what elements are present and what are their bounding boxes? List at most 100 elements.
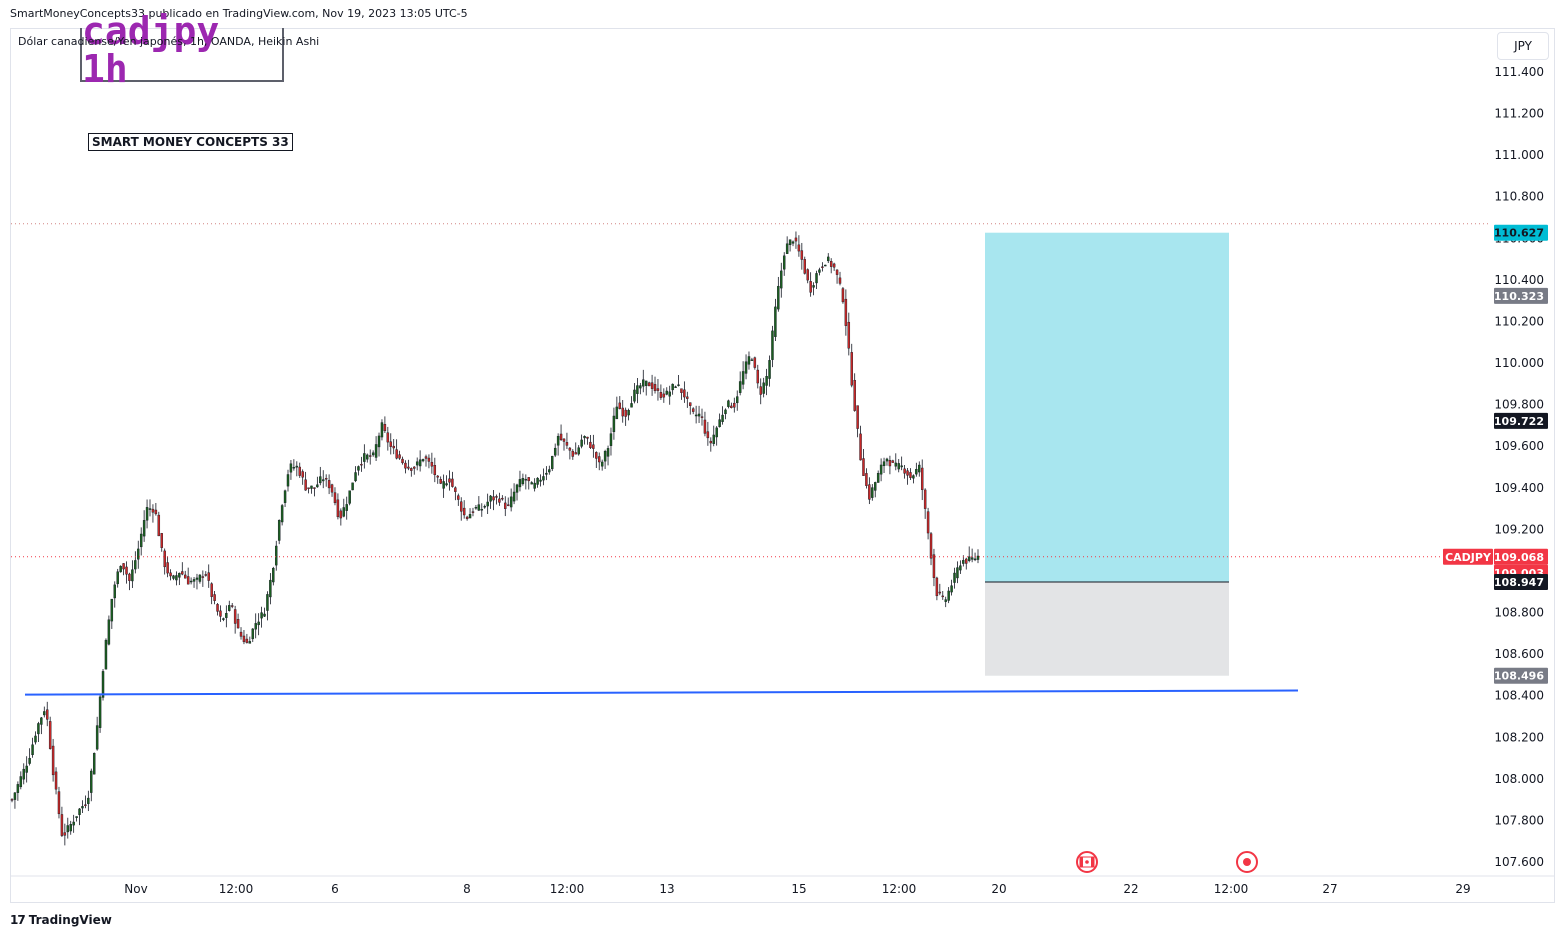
candle (777, 276, 780, 312)
candle (970, 548, 974, 563)
candle-body (929, 533, 933, 559)
candle (275, 540, 278, 571)
candle (944, 596, 947, 608)
candle (850, 343, 853, 388)
tradingview-mark-icon: 17 (10, 913, 26, 927)
candle (835, 269, 839, 284)
candle (595, 451, 598, 468)
candle-body (87, 797, 90, 804)
candle (357, 465, 360, 476)
candle-body (956, 567, 959, 579)
candle-body (941, 595, 944, 598)
candle (151, 504, 155, 523)
candle (556, 433, 560, 456)
candle (131, 560, 134, 589)
candle (859, 425, 862, 461)
candle (603, 449, 607, 469)
candle-body (733, 402, 736, 408)
candle (741, 361, 745, 390)
candle-body (383, 424, 387, 432)
candle (668, 385, 671, 405)
candle-body (63, 832, 67, 836)
entry-price-tag: 108.947 (1494, 573, 1548, 590)
candle (665, 387, 668, 396)
candle (84, 795, 87, 809)
candle-body (853, 379, 856, 411)
candle-body (774, 306, 777, 337)
candle-body (242, 635, 246, 643)
candle (439, 476, 442, 485)
x-tick-label: 12:00 (219, 882, 254, 896)
candle-body (909, 472, 912, 478)
candle-body (37, 723, 40, 735)
candle-body (777, 285, 780, 310)
candle-body (31, 744, 34, 756)
candle (633, 383, 636, 404)
candle-body (644, 380, 648, 386)
candle-body (439, 479, 442, 484)
candle (774, 298, 777, 342)
candle (536, 477, 539, 488)
candle-body (468, 514, 472, 519)
candle-body (257, 621, 260, 626)
candle-body (621, 407, 624, 417)
candle-body (304, 479, 307, 491)
candle-body (92, 753, 96, 775)
candle (236, 613, 240, 629)
candle-body (677, 384, 680, 386)
candle-body (474, 507, 478, 509)
tradingview-logo[interactable]: 17 TradingView (10, 913, 112, 927)
candle (319, 466, 322, 486)
candle (956, 561, 959, 584)
candle (457, 493, 460, 506)
candle-body (800, 250, 804, 260)
candle (926, 507, 930, 540)
tradingview-logo-text: TradingView (28, 913, 112, 927)
candle (545, 466, 548, 481)
candle-body (363, 453, 366, 462)
candle (800, 242, 804, 270)
candle (976, 549, 980, 564)
candle (122, 563, 125, 576)
candle (512, 483, 516, 505)
candle (533, 478, 536, 492)
candle-body (903, 468, 906, 474)
y-tick-label: 111.200 (1494, 107, 1544, 121)
candle-body (448, 478, 451, 483)
candle-body (398, 454, 401, 459)
candle (90, 768, 93, 802)
candle-body (404, 462, 407, 469)
currency-button[interactable]: JPY (1497, 32, 1549, 60)
y-tick-label: 109.800 (1494, 398, 1544, 412)
candle (451, 471, 454, 488)
candle (706, 421, 710, 446)
candle (809, 272, 812, 297)
candle-body (269, 579, 272, 598)
candle (192, 577, 196, 588)
candle (72, 814, 75, 833)
chart-frame[interactable] (10, 28, 1555, 903)
x-tick-label: 22 (1123, 882, 1138, 896)
candle (104, 638, 108, 670)
candle-body (812, 285, 815, 288)
candle-body (923, 489, 927, 509)
candle (791, 240, 795, 247)
candle (897, 459, 900, 473)
candle-body (66, 825, 70, 833)
candle (163, 548, 166, 575)
candle-body (565, 442, 569, 446)
y-tick-label: 108.800 (1494, 606, 1544, 620)
candle-body (283, 490, 287, 503)
stop-price-tag-text: 108.496 (1494, 670, 1544, 683)
candle (780, 262, 783, 298)
candle-body (442, 481, 445, 489)
candle-body (527, 477, 530, 482)
candle (257, 613, 260, 636)
candle-body (850, 352, 853, 386)
candle-body (228, 605, 231, 611)
candle (909, 468, 912, 481)
candle (586, 436, 589, 445)
stop-price-tag: 108.496 (1494, 667, 1548, 684)
candle-body (360, 463, 363, 466)
